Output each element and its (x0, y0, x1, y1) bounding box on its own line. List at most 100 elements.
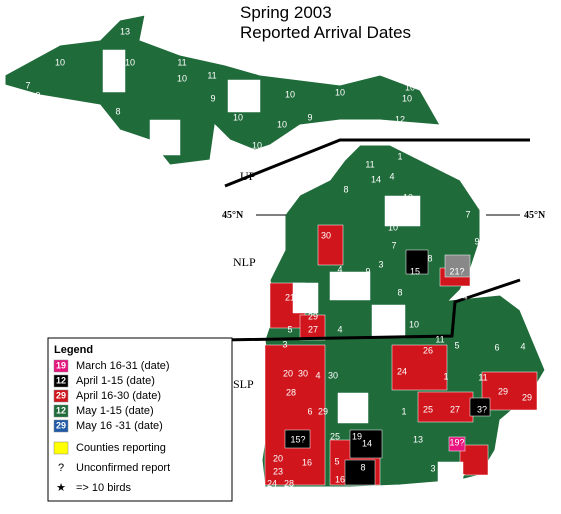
county-label: 12 (395, 114, 405, 124)
county-gray (444, 254, 471, 278)
slp-divide (221, 278, 521, 342)
legend-chip-label: 12 (56, 375, 66, 385)
legend-title: Legend (54, 344, 93, 356)
county-black (349, 429, 383, 459)
borders (221, 138, 530, 342)
county-label: 7 (465, 209, 470, 219)
county-white (337, 392, 369, 424)
county-label: 15 (410, 266, 420, 276)
county-label: 26 (423, 345, 433, 355)
county-label: 27 (308, 324, 318, 334)
county-red (264, 344, 326, 486)
county-label: 8 (397, 287, 402, 297)
up-divide (224, 138, 530, 188)
region-label: UP (240, 169, 256, 183)
county-label: 10 (403, 192, 413, 202)
county-label: 29 (318, 406, 328, 416)
county-white (227, 79, 261, 113)
county-label: 29 (308, 311, 318, 321)
county-label: 15? (290, 434, 305, 444)
county-black (284, 429, 311, 449)
county-label: 10 (277, 119, 287, 129)
legend-chip-label: 12 (56, 405, 66, 415)
county-white (102, 49, 126, 93)
subtitle: Reported Arrival Dates (240, 23, 411, 42)
county-label: 1 (443, 371, 448, 381)
county-label: 5 (287, 324, 292, 334)
county-label: 9 (307, 112, 312, 122)
county-label: 11 (177, 57, 186, 67)
county-label: 16 (335, 474, 345, 484)
county-label: 19? (449, 437, 464, 447)
county-label: 4 (520, 341, 525, 351)
county-white (329, 271, 371, 301)
county-label: 8 (115, 106, 120, 116)
county-label: 24 (397, 366, 407, 376)
county-label: 10 (252, 140, 262, 150)
county-label: 14 (371, 174, 381, 184)
county-label: 25 (330, 431, 340, 441)
legend: Legend 19 March 16-31 (date) 12 April 1-15 … (47, 337, 233, 502)
latitude-label: 45°N (222, 210, 244, 221)
county-label: 4 (337, 324, 342, 334)
county-label: 7 (463, 178, 468, 188)
county-label: 10 (233, 112, 243, 122)
legend-label: => 10 birds (76, 482, 132, 494)
legend-chip-label: 29 (56, 390, 66, 400)
county-label: 10 (388, 222, 398, 232)
county-label: 4 (389, 171, 394, 181)
county-label: 7 (25, 80, 30, 90)
county-label: 28 (284, 478, 294, 488)
county-label: 24 (267, 478, 277, 488)
county-label: 10 (125, 57, 135, 67)
county-label: 23 (273, 466, 283, 476)
land (4, 14, 546, 488)
county-label: 13 (213, 142, 223, 152)
county-white (149, 119, 181, 156)
county-label: 20 (273, 453, 283, 463)
legend-chip (53, 359, 69, 373)
county-label: 28 (286, 387, 296, 397)
legend-label: May 1-15 (date) (76, 405, 154, 417)
county-white (437, 461, 464, 485)
legend-symbol: ? (58, 462, 64, 474)
county-label: 14 (362, 438, 372, 448)
county-label: 29 (522, 392, 532, 402)
county-red (417, 391, 474, 423)
legend-chip-label: 19 (56, 360, 66, 370)
county-label: 19 (352, 431, 362, 441)
county-label: 9 (210, 93, 215, 103)
title: Spring 2003 (240, 3, 332, 22)
county-red (481, 371, 538, 411)
county-label: 7 (391, 240, 396, 250)
county-label: 3 (282, 339, 287, 349)
county-label: 25 (423, 404, 433, 414)
county-black (405, 249, 429, 275)
county-label: 30 (321, 230, 331, 240)
legend-label: March 16-31 (date) (76, 360, 170, 372)
county-black (344, 459, 376, 486)
county-label: 9 (425, 86, 430, 96)
legend-label: Counties reporting (76, 442, 166, 454)
county-label: 11 (207, 70, 216, 80)
county-label: 11 (478, 372, 487, 382)
county-label: 16 (302, 457, 312, 467)
county-label: 5 (334, 456, 339, 466)
county-label: 4 (315, 370, 320, 380)
county-label: 8 (427, 253, 432, 263)
county-white (292, 282, 319, 314)
county-label: 29 (498, 386, 508, 396)
county-label: 30 (328, 370, 338, 380)
legend-chip (53, 389, 69, 403)
county-label: 3 (378, 259, 383, 269)
county-label: 10 (55, 57, 65, 67)
county-red (299, 314, 326, 341)
county-label: 9 (474, 236, 479, 246)
county-label: 13 (413, 434, 423, 444)
legend-label: May 16 -31 (date) (76, 420, 163, 432)
county-label: 8 (343, 184, 348, 194)
legend-box (47, 337, 233, 502)
legend-label: Unconfirmed report (76, 462, 170, 474)
legend-chip (53, 374, 69, 388)
